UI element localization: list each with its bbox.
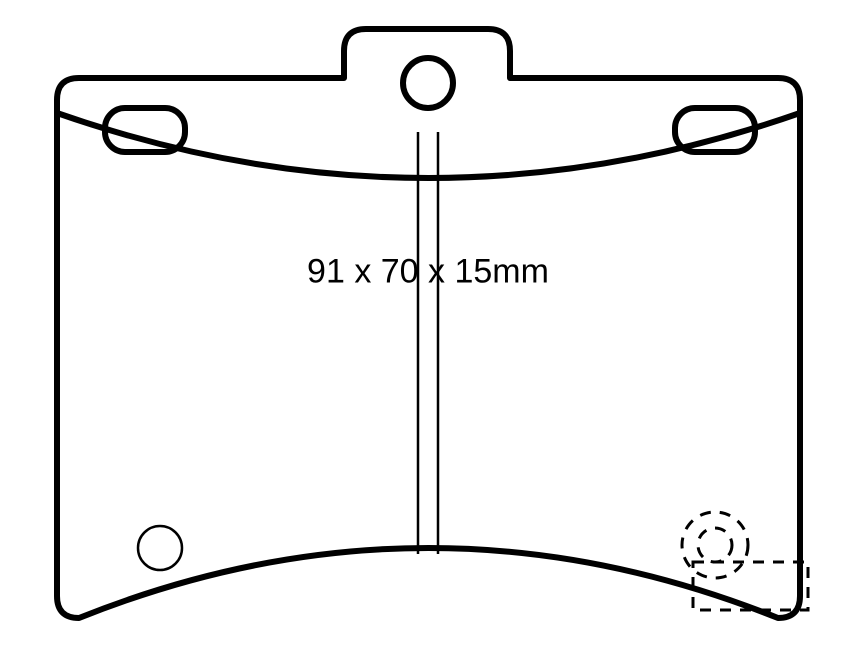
inner-arc (57, 113, 800, 178)
wear-sensor-tab (693, 562, 808, 610)
pad-outline (57, 29, 800, 618)
bottom-left-hole (138, 526, 182, 570)
top-center-hole (403, 58, 453, 108)
diagram-canvas: 91 x 70 x 15mm (0, 0, 859, 668)
dimension-label: 91 x 70 x 15mm (307, 253, 549, 292)
wear-sensor-inner (698, 528, 732, 562)
brake-pad-svg (0, 0, 859, 668)
wear-sensor-outer (682, 512, 748, 578)
